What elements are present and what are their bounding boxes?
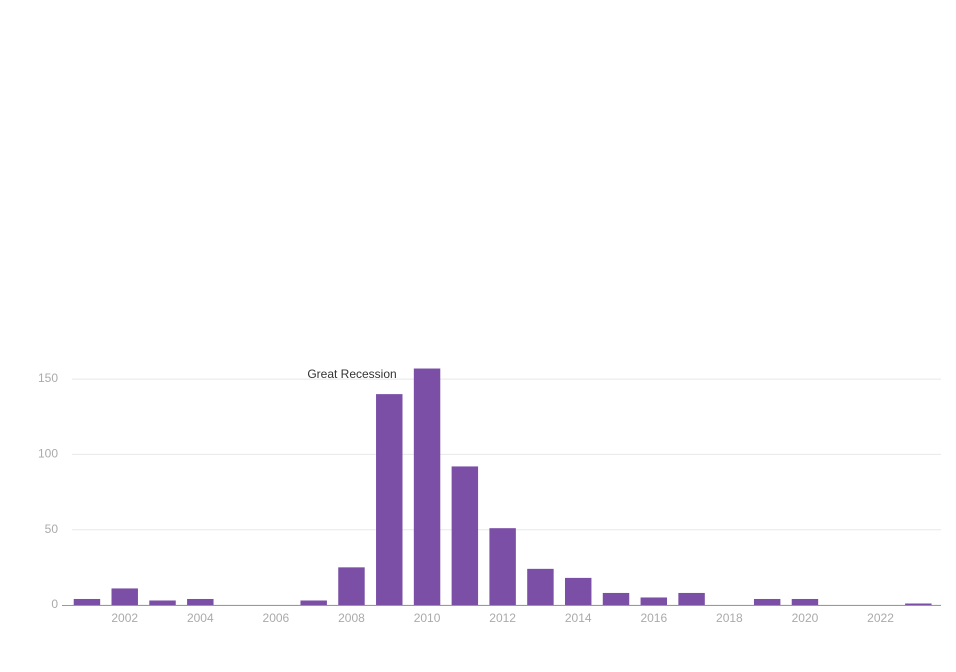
y-tick-label: 0 (51, 597, 58, 611)
bar (905, 603, 932, 605)
x-tick-label: 2004 (187, 611, 214, 625)
bar (489, 528, 516, 605)
x-tick-label: 2016 (640, 611, 667, 625)
x-tick-label: 2002 (111, 611, 138, 625)
x-tick-label: 2012 (489, 611, 516, 625)
x-tick-label: 2008 (338, 611, 365, 625)
bar (111, 588, 138, 605)
bar (527, 568, 554, 605)
bar (187, 598, 214, 605)
bar (753, 598, 781, 605)
bar (602, 592, 630, 605)
bar (300, 600, 327, 605)
y-tick-label: 150 (38, 371, 58, 385)
x-tick-label: 2022 (867, 611, 894, 625)
bar (564, 577, 592, 605)
x-tick-label: 2006 (263, 611, 290, 625)
x-tick-label: 2018 (716, 611, 743, 625)
bar (73, 598, 101, 605)
annotation: Great Recession (307, 367, 396, 381)
x-tick-label: 2014 (565, 611, 592, 625)
bar (678, 592, 705, 605)
bar (376, 394, 403, 605)
bar (640, 597, 668, 605)
bar (338, 567, 365, 605)
bar (413, 368, 441, 605)
x-tick-label: 2020 (792, 611, 819, 625)
y-tick-label: 50 (45, 522, 59, 536)
bar (149, 600, 176, 605)
x-tick-label: 2010 (414, 611, 441, 625)
bar (791, 598, 819, 605)
bar (451, 466, 479, 605)
y-tick-label: 100 (38, 447, 58, 461)
